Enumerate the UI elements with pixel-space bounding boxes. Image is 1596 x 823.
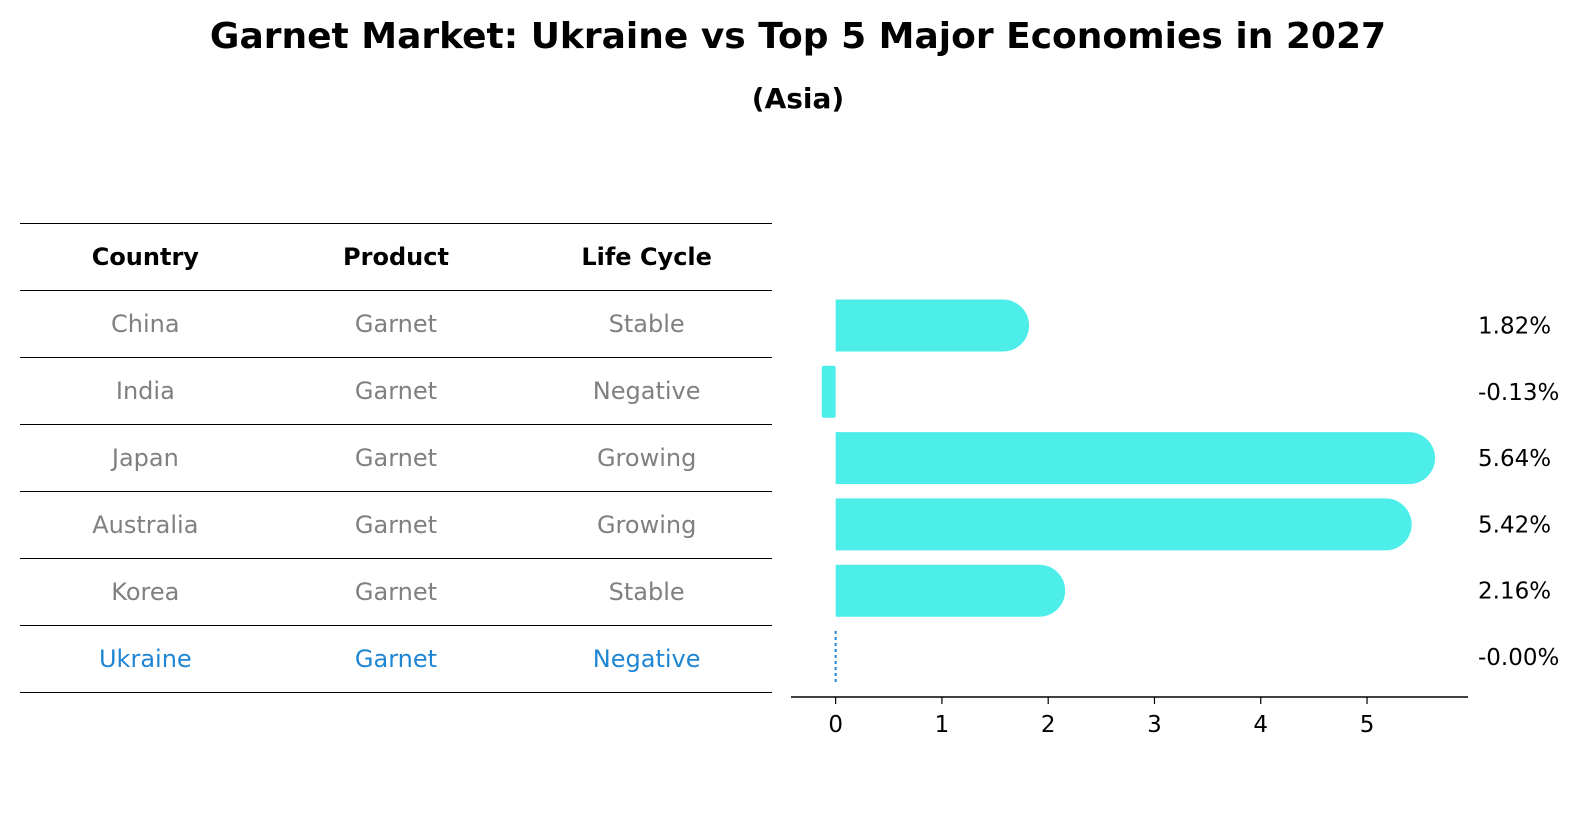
cell-country: Japan <box>111 444 179 472</box>
cell-life-cycle: Growing <box>596 511 697 539</box>
value-label: 5.42% <box>1478 512 1551 538</box>
x-tick-label: 4 <box>1253 712 1268 738</box>
cell-country: Australia <box>92 511 199 539</box>
table-row: China Garnet Stable <box>20 291 772 358</box>
bar <box>835 564 1066 617</box>
table-row-highlighted: Ukraine Garnet Negative <box>20 626 772 693</box>
header-product: Product <box>343 243 449 271</box>
table-row: Japan Garnet Growing <box>20 425 772 492</box>
cell-product: Garnet <box>354 377 438 405</box>
cell-life-cycle: Negative <box>592 645 701 673</box>
x-tick-label: 5 <box>1360 712 1375 738</box>
x-tick-label: 3 <box>1147 712 1162 738</box>
cell-product: Garnet <box>354 444 438 472</box>
cell-life-cycle: Negative <box>592 377 701 405</box>
bar <box>835 299 1030 352</box>
header-life-cycle: Life Cycle <box>581 243 712 271</box>
cell-country: Korea <box>111 578 180 606</box>
bar <box>835 432 1436 485</box>
value-label: -0.00% <box>1478 645 1559 671</box>
bar <box>835 498 1412 551</box>
cell-product: Garnet <box>354 310 438 338</box>
value-label: 5.64% <box>1478 446 1551 472</box>
table-row: India Garnet Negative <box>20 358 772 425</box>
data-table: Country Product Life Cycle China Garnet … <box>20 223 772 693</box>
table-header-row: Country Product Life Cycle <box>20 223 772 291</box>
value-label: 2.16% <box>1478 579 1551 605</box>
chart-subtitle: (Asia) <box>751 82 845 115</box>
value-label: 1.82% <box>1478 314 1551 340</box>
cell-life-cycle: Stable <box>608 310 685 338</box>
cell-product: Garnet <box>354 578 438 606</box>
header-country: Country <box>91 243 199 271</box>
x-tick-label: 0 <box>828 712 843 738</box>
table-row: Korea Garnet Stable <box>20 559 772 626</box>
cell-life-cycle: Stable <box>608 578 685 606</box>
x-tick-label: 1 <box>935 712 950 738</box>
cell-product: Garnet <box>354 645 438 673</box>
cell-country: India <box>115 377 175 405</box>
cell-life-cycle: Growing <box>596 444 697 472</box>
table-row: Australia Garnet Growing <box>20 492 772 559</box>
chart-title: Garnet Market: Ukraine vs Top 5 Major Ec… <box>209 16 1387 57</box>
value-label: -0.13% <box>1478 380 1559 406</box>
cell-country: China <box>111 310 180 338</box>
cell-product: Garnet <box>354 511 438 539</box>
x-tick-label: 2 <box>1041 712 1056 738</box>
cell-country: Ukraine <box>98 645 192 673</box>
bar <box>821 365 836 418</box>
